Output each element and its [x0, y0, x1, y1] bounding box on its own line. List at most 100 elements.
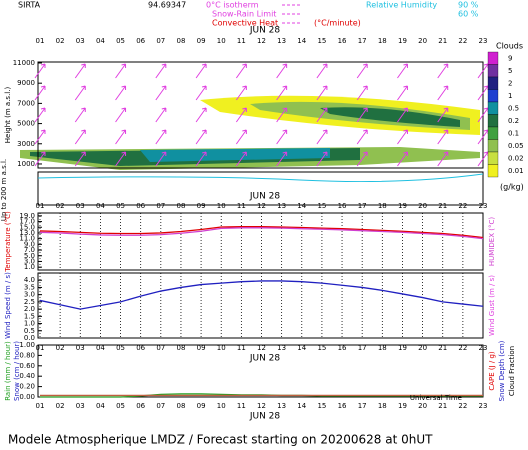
y2-axis-label: CAPE (J / g) [488, 351, 496, 391]
colorbar-swatch [487, 101, 499, 115]
rh-low: 60 % [458, 10, 479, 19]
wind-arrow [34, 107, 46, 123]
wind-arrow [316, 63, 328, 79]
legend-lines [282, 4, 302, 24]
y-tick-label: 3.0 [24, 257, 35, 265]
colorbar-label: 5 [508, 67, 512, 75]
hour-label: 11 [237, 344, 246, 352]
hour-label: 20 [418, 37, 427, 45]
colorbar-label: 0.1 [508, 129, 519, 137]
hour-label: 18 [378, 37, 387, 45]
hour-label: 19 [398, 402, 407, 410]
wind-arrow [235, 63, 247, 79]
hour-label: 02 [56, 202, 65, 210]
hour-label: 07 [156, 37, 165, 45]
wind-arrow [115, 85, 127, 101]
hour-label: 06 [136, 202, 145, 210]
y-tick-label: 3.0 [24, 291, 35, 299]
hour-label: 13 [277, 202, 286, 210]
panel-frame [37, 212, 484, 271]
wind-arrow [155, 151, 167, 167]
lower-panel [37, 171, 484, 206]
hour-label: 02 [56, 37, 65, 45]
colorbar-swatch [487, 126, 499, 140]
y-tick-label: 3000 [17, 140, 35, 148]
wind-arrow [397, 151, 408, 167]
wind-arrow [276, 107, 288, 123]
hour-label: 02 [56, 344, 65, 352]
coord: 94.69347 [148, 1, 186, 10]
hour-label: 07 [156, 344, 165, 352]
wind-arrow [356, 85, 368, 101]
hour-label: 22 [458, 402, 467, 410]
hour-label: 04 [96, 402, 105, 410]
wind-arrow [397, 63, 408, 79]
hour-label: 19 [398, 344, 407, 352]
y-tick-label: 4.0 [24, 276, 35, 284]
hour-label: 16 [338, 202, 347, 210]
hour-label: 09 [197, 202, 206, 210]
colorbar-swatch [487, 151, 499, 165]
wind-arrow [195, 151, 207, 167]
hour-label: 06 [136, 402, 145, 410]
wind-arrow [437, 129, 449, 145]
hour-label: 20 [418, 202, 427, 210]
wind-arrow [316, 151, 328, 167]
hour-label: 23 [479, 402, 488, 410]
lower-label: Up to 200 m a.s.l. [0, 159, 8, 221]
wind-arrow [276, 85, 288, 101]
wind-arrow [155, 107, 167, 123]
station: SIRTA [18, 1, 41, 10]
hour-label: 10 [217, 344, 226, 352]
hour-label: 21 [438, 344, 447, 352]
wind-arrow [195, 63, 207, 79]
colorbar-swatch [487, 64, 499, 78]
wind-arrow [356, 107, 368, 123]
wind-arrow [276, 129, 288, 145]
hour-label: 17 [358, 37, 367, 45]
hour-label: 13 [277, 37, 286, 45]
colorbar-swatch [487, 164, 499, 178]
y-tick-label: 13.0 [19, 229, 35, 237]
hour-label: 20 [418, 344, 427, 352]
hour-label: 19 [398, 202, 407, 210]
wind-arrow [437, 107, 449, 123]
y2-axis-label: Snow Depth (cm) [498, 340, 506, 401]
rh-legend: Relative Humidity [366, 1, 437, 10]
hour-label: 04 [96, 344, 105, 352]
wind-arrow [195, 85, 207, 101]
hour-label: 18 [378, 202, 387, 210]
date-label: JUN 28 [249, 354, 281, 364]
wind-arrow [34, 85, 46, 101]
hour-label: 21 [438, 402, 447, 410]
wind-arrow [397, 107, 408, 123]
wind-arrow [74, 63, 86, 79]
y-tick-label: 9.0 [24, 240, 35, 248]
wind-arrow [115, 63, 127, 79]
wind-arrow [195, 107, 207, 123]
y-tick-label: 1.0 [24, 263, 35, 271]
hour-label: 11 [237, 402, 246, 410]
wind-arrow [235, 107, 247, 123]
panel-frame [37, 272, 484, 339]
wind-arrow [74, 151, 86, 167]
y-axis-label: Temperature (°C) [4, 211, 12, 273]
hour-label: 14 [297, 344, 306, 352]
y-tick-label: 1000 [17, 160, 35, 168]
hour-label: 10 [217, 202, 226, 210]
hour-label: 21 [438, 202, 447, 210]
hour-label: 01 [36, 344, 45, 352]
wind-arrow [437, 85, 449, 101]
hour-label: 04 [96, 37, 105, 45]
y2-axis-label: Cloud Fraction [508, 346, 516, 396]
hour-label: 15 [317, 344, 326, 352]
y-tick-label: 1.00 [19, 341, 35, 349]
hour-label: 17 [358, 402, 367, 410]
wind-arrow [437, 151, 449, 167]
hour-label: 17 [358, 202, 367, 210]
colorbar-label: 1 [508, 92, 512, 100]
wind-arrow [437, 63, 449, 79]
hour-label: 16 [338, 344, 347, 352]
series-line [39, 227, 484, 240]
y-axis-label: Wind Speed (m / s) [4, 272, 12, 339]
